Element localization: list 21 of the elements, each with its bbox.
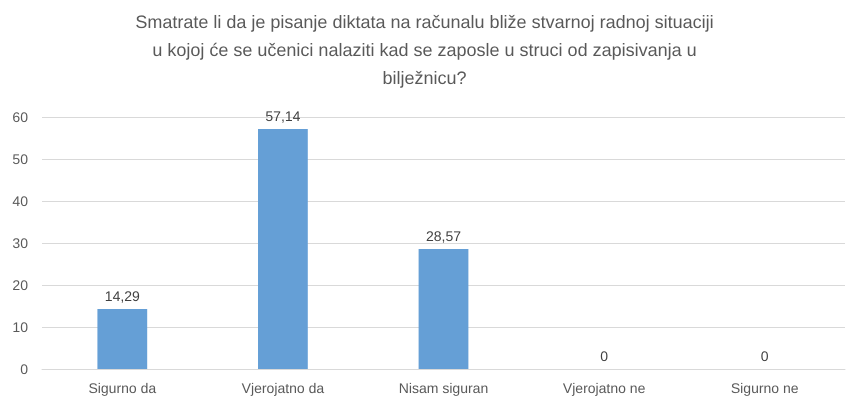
bar (418, 249, 468, 369)
chart-title: Smatrate li da je pisanje diktata na računalu bliže stvarnoj radnoj situaciji u kojoj će se učenici nalaziti kad se zaposle u struci od zapisivanja u bilježnicu? (135, 12, 714, 88)
data-label: 28,57 (426, 228, 462, 244)
y-tick-label: 0 (20, 361, 28, 377)
x-tick-label: Vjerojatno da (242, 380, 324, 396)
y-tick-label: 10 (12, 319, 28, 335)
y-tick-label: 40 (12, 193, 28, 209)
x-tick-label: Sigurno ne (730, 380, 799, 396)
data-label: 57,14 (265, 108, 301, 124)
y-tick-label: 60 (12, 109, 28, 125)
bar (97, 308, 148, 369)
data-label: 0 (600, 348, 608, 364)
y-tick-label: 20 (12, 277, 28, 293)
y-tick-label: 30 (12, 235, 28, 251)
data-label: 14,29 (104, 288, 140, 304)
x-tick-label: Nisam siguran (398, 380, 488, 396)
x-tick-label: Sigurno da (88, 380, 156, 396)
data-label: 0 (760, 348, 769, 364)
y-tick-label: 50 (12, 151, 28, 167)
x-tick-label: Vjerojatno ne (562, 380, 646, 396)
bar (258, 129, 308, 369)
